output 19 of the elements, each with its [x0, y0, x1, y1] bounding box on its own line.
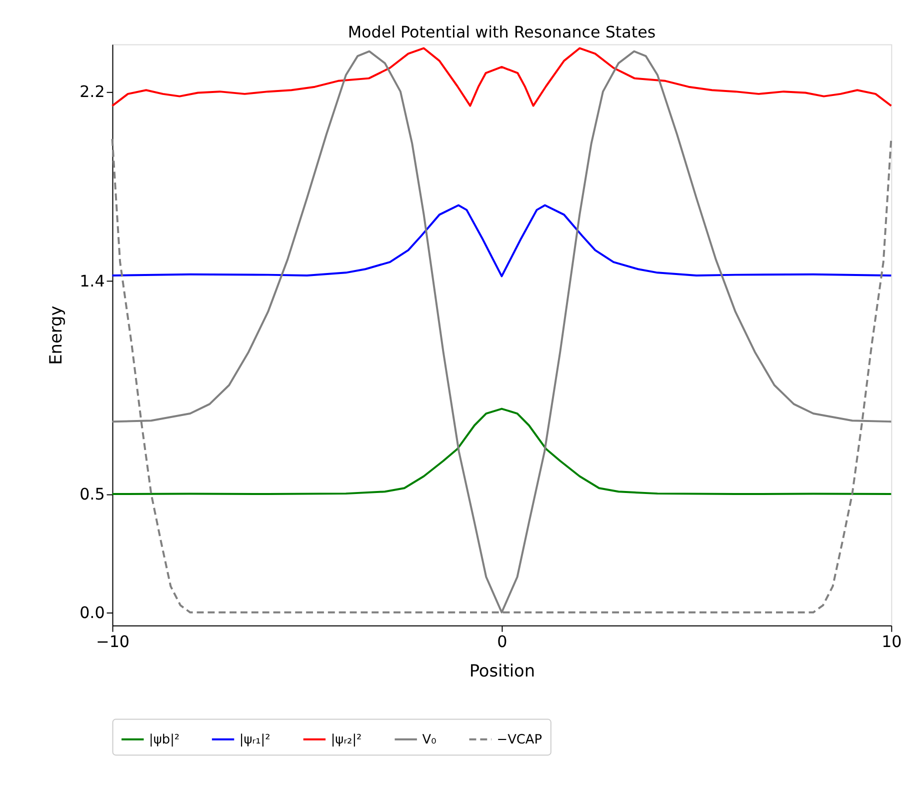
- y-tick-label: 0.0: [80, 602, 105, 622]
- legend-label: −VCAP: [496, 732, 542, 748]
- line-series: [111, 408, 892, 496]
- x-tick-label: 10: [882, 632, 902, 651]
- line-series: [111, 204, 892, 278]
- legend-label: |ψb|²: [149, 732, 180, 748]
- y-axis-title: Energy: [46, 306, 66, 365]
- legend-label: |ψᵣ₂|²: [330, 732, 362, 748]
- legend-label: V₀: [422, 732, 436, 748]
- legend-label: |ψᵣ₁|²: [239, 732, 270, 748]
- line-series: [111, 47, 892, 107]
- y-tick-label: 1.4: [80, 271, 105, 290]
- chart-title: Model Potential with Resonance States: [348, 22, 656, 42]
- y-tick-label: 2.2: [80, 82, 105, 102]
- x-tick-label: −10: [96, 632, 130, 651]
- y-tick-label: 0.5: [80, 484, 105, 504]
- line-series: [111, 50, 892, 614]
- x-axis-title: Position: [469, 660, 536, 681]
- x-tick-label: 0: [497, 632, 508, 651]
